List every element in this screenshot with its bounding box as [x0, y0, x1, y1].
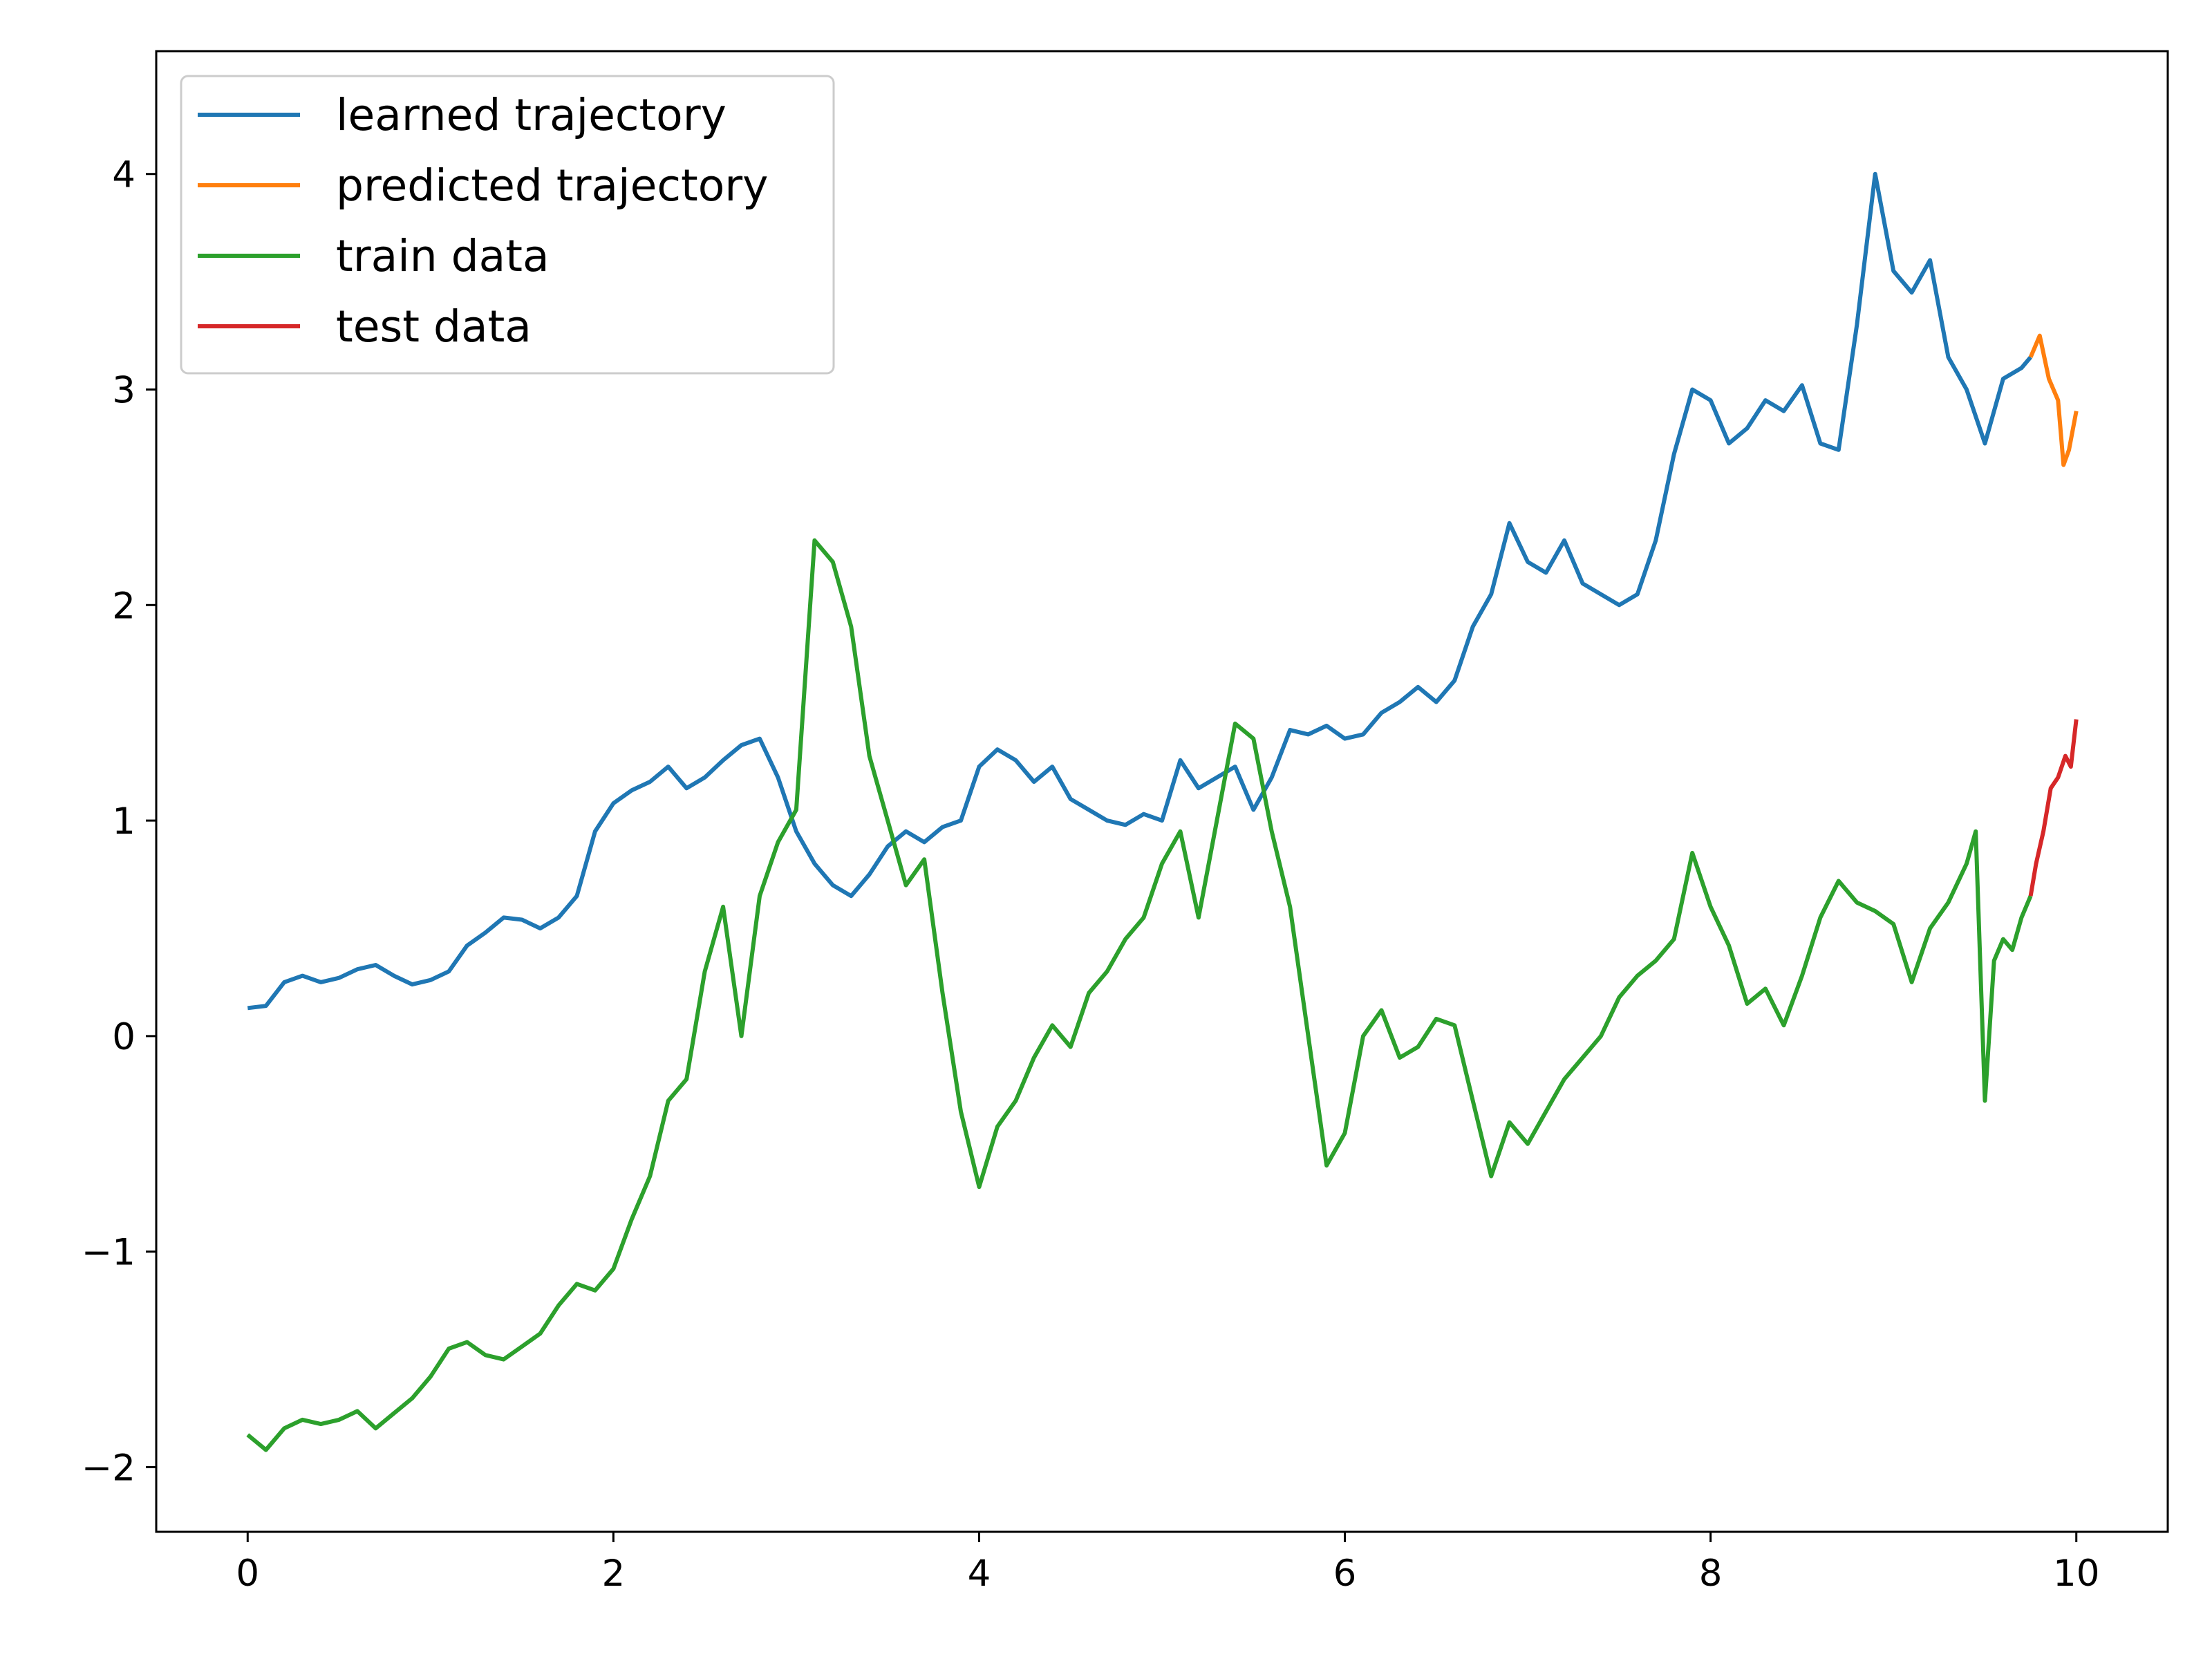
- x-tick-label-3: 6: [1333, 1553, 1357, 1595]
- y-tick-label-3: 1: [112, 800, 135, 843]
- y-tick-label-1: −1: [82, 1232, 135, 1274]
- x-tick-label-5: 10: [2053, 1553, 2099, 1595]
- x-tick-label-2: 4: [968, 1553, 991, 1595]
- x-tick-label-0: 0: [236, 1553, 259, 1595]
- y-tick-label-6: 4: [112, 154, 135, 196]
- y-tick-label-5: 3: [112, 370, 135, 412]
- legend-label-1: predicted trajectory: [336, 160, 768, 211]
- x-tick-label-4: 8: [1699, 1553, 1723, 1595]
- legend-label-0: learned trajectory: [336, 90, 727, 140]
- y-tick-label-0: −2: [82, 1447, 135, 1489]
- x-tick-label-1: 2: [601, 1553, 625, 1595]
- legend-label-3: test data: [336, 301, 532, 352]
- y-tick-label-4: 2: [112, 585, 135, 627]
- y-tick-label-2: 0: [112, 1016, 135, 1058]
- legend-label-2: train data: [336, 231, 550, 281]
- legend: learned trajectory predicted trajectory tr…: [181, 76, 834, 373]
